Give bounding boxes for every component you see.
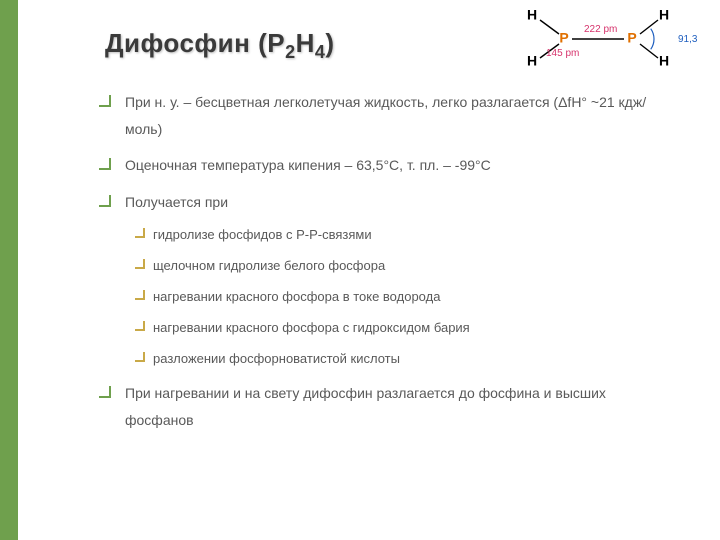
svg-text:H: H bbox=[527, 7, 537, 23]
sub-bullet-item: щелочном гидролизе белого фосфора bbox=[125, 255, 665, 277]
title-sub-2: 4 bbox=[315, 42, 326, 62]
title-part-2: H bbox=[296, 28, 315, 58]
bullet-text: Оценочная температура кипения – 63,5°С, … bbox=[125, 157, 491, 173]
sub-bullet-item: нагревании красного фосфора в токе водор… bbox=[125, 286, 665, 308]
bullet-item: Оценочная температура кипения – 63,5°С, … bbox=[105, 152, 665, 179]
title-part-3: ) bbox=[325, 28, 334, 58]
sub-bullet-text: нагревании красного фосфора в токе водор… bbox=[153, 289, 440, 304]
svg-text:222 pm: 222 pm bbox=[584, 24, 617, 35]
svg-text:P: P bbox=[559, 30, 568, 46]
sub-bullet-text: гидролизе фосфидов с P-P-связями bbox=[153, 227, 372, 242]
bullet-item: Получается при гидролизе фосфидов с P-P-… bbox=[105, 189, 665, 370]
bullet-list: При н. у. – бесцветная легколетучая жидк… bbox=[105, 89, 665, 433]
bullet-text: При нагревании и на свету дифосфин разла… bbox=[125, 385, 606, 428]
molecule-diagram: H H P P H H 222 pm 145 pm 91,3 bbox=[504, 6, 704, 68]
slide-content: Дифосфин (P2H4) При н. у. – бесцветная л… bbox=[105, 28, 665, 443]
svg-text:H: H bbox=[659, 53, 669, 68]
sub-bullet-item: разложении фосфорноватистой кислоты bbox=[125, 348, 665, 370]
sub-bullet-text: разложении фосфорноватистой кислоты bbox=[153, 351, 400, 366]
svg-text:H: H bbox=[527, 53, 537, 68]
title-part-1: Дифосфин (P bbox=[105, 28, 285, 58]
svg-text:91,3: 91,3 bbox=[678, 34, 698, 45]
bullet-text: Получается при bbox=[125, 194, 228, 210]
svg-text:H: H bbox=[659, 7, 669, 23]
sub-bullet-item: нагревании красного фосфора с гидроксидо… bbox=[125, 317, 665, 339]
sub-bullet-list: гидролизе фосфидов с P-P-связями щелочно… bbox=[125, 224, 665, 370]
accent-stripe bbox=[0, 0, 18, 540]
svg-text:P: P bbox=[627, 30, 636, 46]
title-sub-1: 2 bbox=[285, 42, 296, 62]
sub-bullet-item: гидролизе фосфидов с P-P-связями bbox=[125, 224, 665, 246]
bullet-item: При нагревании и на свету дифосфин разла… bbox=[105, 380, 665, 433]
bullet-item: При н. у. – бесцветная легколетучая жидк… bbox=[105, 89, 665, 142]
svg-text:145 pm: 145 pm bbox=[546, 48, 579, 59]
bullet-text: При н. у. – бесцветная легколетучая жидк… bbox=[125, 94, 646, 137]
sub-bullet-text: нагревании красного фосфора с гидроксидо… bbox=[153, 320, 470, 335]
sub-bullet-text: щелочном гидролизе белого фосфора bbox=[153, 258, 385, 273]
